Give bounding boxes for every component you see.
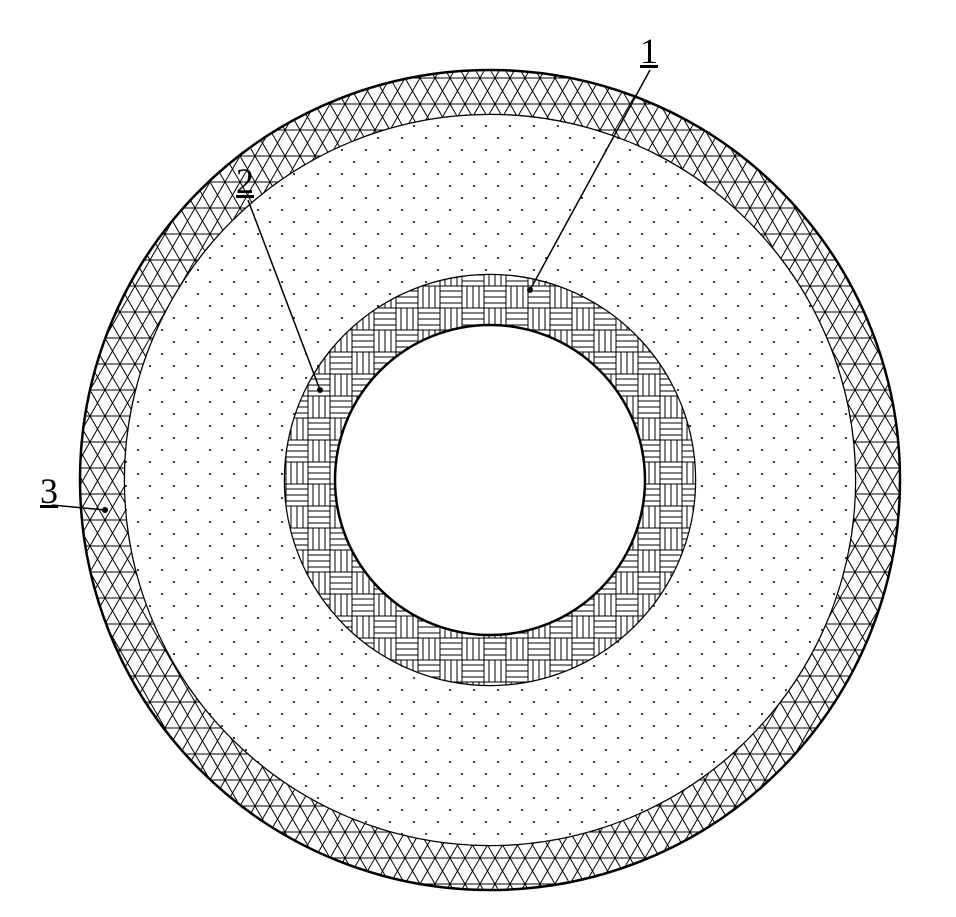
ring-inner	[285, 275, 695, 685]
label-2: 2	[236, 160, 254, 202]
cross-section-svg	[0, 0, 956, 912]
diagram-container: 1 2 3	[0, 0, 956, 912]
label-3: 3	[40, 470, 58, 512]
label-1: 1	[640, 30, 658, 72]
